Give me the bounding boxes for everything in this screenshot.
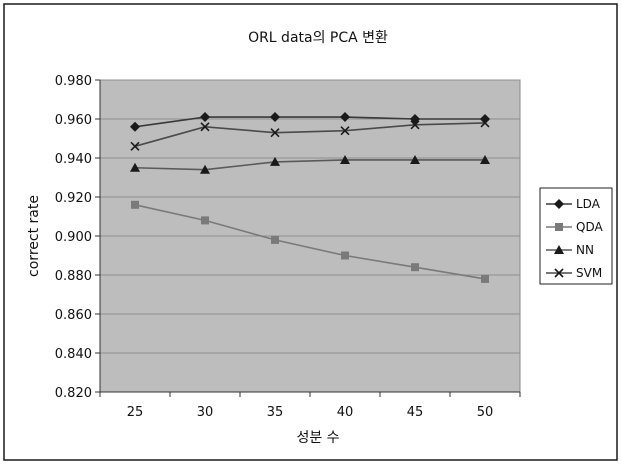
y-tick-label: 0.880: [55, 269, 92, 284]
x-tick-label: 45: [407, 405, 424, 420]
data-point-svm: [130, 141, 140, 151]
y-axis-title: correct rate: [26, 195, 42, 277]
chart-title: ORL data의 PCA 변환: [248, 30, 388, 46]
y-tick-label: 0.980: [55, 74, 92, 89]
legend-marker: [554, 268, 564, 278]
data-point-nn: [200, 164, 210, 174]
x-tick-labels: 25 30 35 40 45 50: [99, 392, 521, 420]
legend-item-svm: SVM: [546, 266, 602, 280]
x-tick-label: 40: [337, 405, 354, 420]
data-point-qda: [481, 274, 489, 283]
x-tick-label: 25: [127, 405, 144, 420]
legend-item-nn: NN: [546, 243, 594, 257]
legend-marker: [554, 245, 564, 254]
grid-lines: [100, 79, 520, 354]
y-tick-label: 0.860: [55, 308, 92, 323]
legend-items: LDA QDA NN SVM: [546, 197, 603, 280]
data-point-svm: [200, 122, 210, 132]
data-point-nn: [130, 162, 140, 172]
y-tick-label: 0.820: [55, 386, 92, 401]
data-point-svm: [480, 118, 490, 128]
series-line-lda: [134, 116, 485, 128]
y-tick-labels: 0.820 0.840 0.860 0.880 0.900 0.920 0.940 0.960…: [55, 74, 100, 401]
series-qda: [131, 200, 489, 283]
data-point-qda: [271, 235, 279, 244]
data-point-svm: [410, 120, 420, 130]
data-point-nn: [410, 154, 420, 164]
data-point-svm: [270, 128, 280, 138]
data-point-nn: [480, 154, 490, 164]
series-nn: [130, 154, 490, 174]
series-layer: [130, 112, 490, 283]
legend-label: NN: [576, 243, 594, 257]
data-point-lda: [200, 112, 210, 123]
series-line-nn: [134, 159, 485, 171]
series-line-qda: [134, 204, 486, 280]
legend-label: LDA: [576, 197, 601, 211]
legend-marker: [555, 223, 563, 231]
x-tick-label: 30: [197, 405, 214, 420]
data-point-lda: [340, 112, 350, 123]
data-point-svm: [340, 126, 350, 136]
y-tick-label: 0.940: [55, 152, 92, 167]
series-line-svm: [134, 122, 486, 148]
data-point-lda: [130, 121, 140, 132]
y-tick-label: 0.900: [55, 230, 92, 245]
data-point-qda: [411, 263, 419, 272]
y-tick-label: 0.920: [55, 191, 92, 206]
series-svm: [130, 118, 490, 151]
legend-item-qda: QDA: [546, 220, 603, 234]
data-point-nn: [340, 154, 350, 164]
x-axis-title: 성분 수: [296, 430, 339, 446]
data-point-qda: [201, 216, 209, 225]
legend-marker: [554, 199, 564, 209]
data-point-qda: [341, 251, 349, 260]
y-tick-label: 0.960: [55, 113, 92, 128]
data-point-nn: [270, 156, 280, 166]
y-tick-label: 0.840: [55, 347, 92, 362]
legend-label: QDA: [576, 220, 603, 234]
data-point-qda: [131, 200, 139, 209]
legend-item-lda: LDA: [546, 197, 601, 211]
x-tick-label: 50: [477, 405, 494, 420]
legend-label: SVM: [576, 266, 602, 280]
x-tick-label: 35: [267, 405, 284, 420]
data-point-lda: [270, 112, 280, 123]
